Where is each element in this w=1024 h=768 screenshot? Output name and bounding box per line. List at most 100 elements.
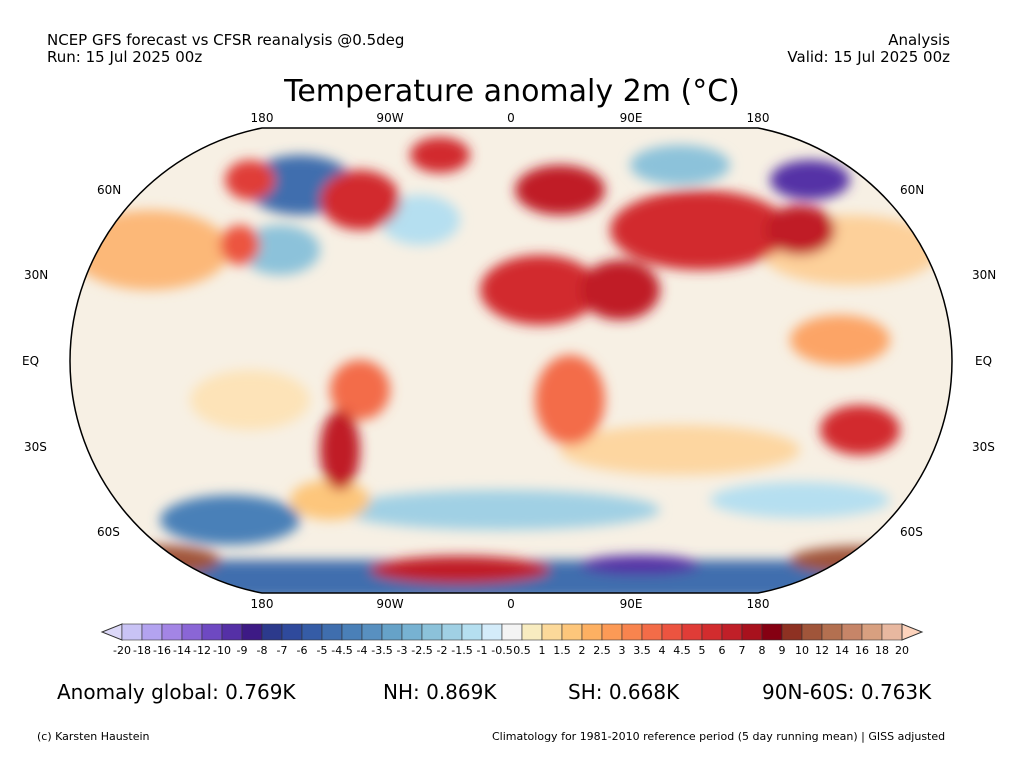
colorbar-swatch: [261, 623, 283, 641]
colorbar-tick-label: 10: [795, 644, 809, 657]
sh-anomaly: SH: 0.668K: [568, 680, 680, 704]
valid-time: Valid: 15 Jul 2025 00z: [787, 48, 950, 66]
colorbar-swatch: [521, 623, 543, 641]
lon-label: 0: [507, 111, 515, 125]
colorbar-tick-label: -18: [133, 644, 151, 657]
colorbar-tick-label: 7: [738, 644, 746, 657]
colorbar-tick-label: -9: [236, 644, 248, 657]
lat-label: 30N: [972, 268, 997, 282]
colorbar-swatch: [601, 623, 623, 641]
lat-label: 60S: [900, 525, 923, 539]
colorbar-swatch: [881, 623, 903, 641]
colorbar-swatch: [701, 623, 723, 641]
lat-label: 30N: [24, 268, 49, 282]
lat-label: 60N: [97, 183, 122, 197]
colorbar-tick-label: 2: [578, 644, 586, 657]
colorbar-swatch: [221, 623, 243, 641]
colorbar-tick-label: 6: [718, 644, 726, 657]
lon-label: 90E: [619, 597, 643, 611]
colorbar-tick-label: -7: [276, 644, 288, 657]
climatology-note: Climatology for 1981-2010 reference peri…: [492, 730, 946, 743]
colorbar-swatch: [321, 623, 343, 641]
chart-title: Temperature anomaly 2m (°C): [284, 74, 740, 109]
colorbar-swatch: [481, 623, 503, 641]
lon-label: 180: [746, 111, 770, 125]
colorbar-swatch: [841, 623, 863, 641]
colorbar-tick-label: 3: [618, 644, 626, 657]
colorbar-swatch: [361, 623, 383, 641]
colorbar-swatch: [541, 623, 563, 641]
colorbar-swatch: [161, 623, 183, 641]
colorbar-swatch: [401, 623, 423, 641]
map-outline: [69, 127, 953, 594]
model-description: NCEP GFS forecast vs CFSR reanalysis @0.…: [47, 31, 405, 49]
colorbar-swatch: [781, 623, 803, 641]
colorbar-tick-label: 0.5: [513, 644, 531, 657]
colorbar-swatch: [821, 623, 843, 641]
colorbar-tick-label: -20: [113, 644, 131, 657]
colorbar-swatch: [121, 623, 143, 641]
colorbar-tick-label: 1: [538, 644, 546, 657]
colorbar-tick-label: 16: [855, 644, 869, 657]
colorbar-swatch: [641, 623, 663, 641]
colorbar-tick-label: -4.5: [331, 644, 353, 657]
colorbar-tick-label: -6: [296, 644, 308, 657]
lon-label: 90W: [376, 597, 404, 611]
colorbar-tick-label: 14: [835, 644, 849, 657]
colorbar-swatch: [461, 623, 483, 641]
lat-label: 30S: [24, 440, 47, 454]
global-anomaly: Anomaly global: 0.769K: [57, 680, 296, 704]
colorbar-swatch: [861, 623, 883, 641]
colorbar-tick-label: -4: [356, 644, 368, 657]
colorbar-swatch: [341, 623, 363, 641]
colorbar-tick-label: -10: [213, 644, 231, 657]
colorbar-tick-label: -12: [193, 644, 211, 657]
lat-label: EQ: [22, 354, 40, 368]
lat-label: 60N: [900, 183, 925, 197]
colorbar-swatch: [681, 623, 703, 641]
colorbar-swatch: [441, 623, 463, 641]
colorbar-tick-label: -2: [436, 644, 448, 657]
colorbar-tick-label: 2.5: [593, 644, 611, 657]
lon-label: 180: [250, 597, 274, 611]
colorbar-swatch: [201, 623, 223, 641]
colorbar-over-arrow: [901, 623, 924, 641]
colorbar-under-arrow: [100, 623, 123, 641]
lon-label: 90E: [619, 111, 643, 125]
colorbar-tick-label: 5: [698, 644, 706, 657]
colorbar-swatch: [561, 623, 583, 641]
colorbar-tick-label: -16: [153, 644, 171, 657]
colorbar-tick-label: 3.5: [633, 644, 651, 657]
colorbar-tick-label: 20: [895, 644, 909, 657]
lon-label: 0: [507, 597, 515, 611]
colorbar-tick-label: 1.5: [553, 644, 571, 657]
colorbar-tick-label: 8: [758, 644, 766, 657]
colorbar-swatch: [501, 623, 523, 641]
analysis-label: Analysis: [888, 31, 950, 49]
colorbar-swatch: [281, 623, 303, 641]
run-time: Run: 15 Jul 2025 00z: [47, 48, 203, 66]
colorbar-tick-label: 12: [815, 644, 829, 657]
nh-anomaly: NH: 0.869K: [383, 680, 497, 704]
colorbar-tick-label: -3.5: [371, 644, 393, 657]
colorbar-swatch: [241, 623, 263, 641]
colorbar-tick-label: -14: [173, 644, 191, 657]
colorbar-swatch: [301, 623, 323, 641]
colorbar-tick-label: -1.5: [451, 644, 473, 657]
band-anomaly: 90N-60S: 0.763K: [762, 680, 932, 704]
colorbar-swatch: [761, 623, 783, 641]
colorbar-swatch: [141, 623, 163, 641]
colorbar-swatch: [801, 623, 823, 641]
colorbar-swatch: [661, 623, 683, 641]
colorbar-swatch: [581, 623, 603, 641]
colorbar-swatch: [381, 623, 403, 641]
colorbar-tick-label: -0.5: [491, 644, 513, 657]
lon-label: 180: [250, 111, 274, 125]
lon-label: 90W: [376, 111, 404, 125]
colorbar-tick-label: -3: [396, 644, 408, 657]
colorbar-swatch: [181, 623, 203, 641]
colorbar-swatch: [721, 623, 743, 641]
credit: (c) Karsten Haustein: [37, 730, 150, 743]
colorbar-tick-label: 18: [875, 644, 889, 657]
